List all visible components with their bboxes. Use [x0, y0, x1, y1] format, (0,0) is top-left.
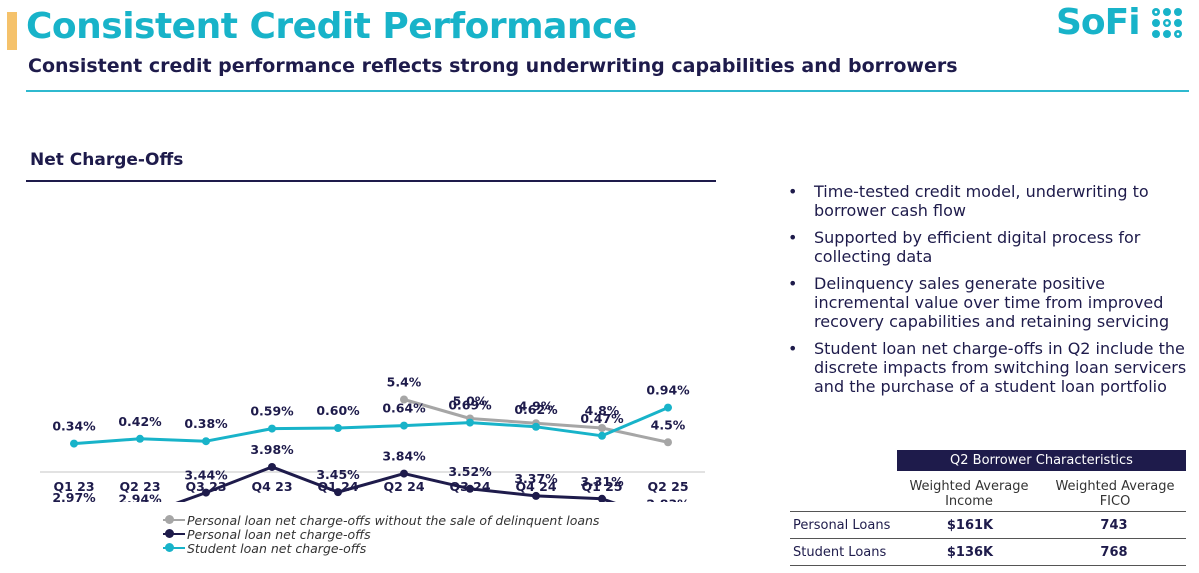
table-row-divider — [790, 538, 1186, 539]
data-point — [136, 434, 144, 443]
x-tick-label: Q3 23 — [185, 479, 226, 494]
data-point — [532, 422, 540, 431]
data-label: 0.42% — [118, 414, 162, 429]
row-income-student: $136K — [946, 545, 994, 560]
data-label: 4.8% — [585, 403, 620, 418]
x-tick-label: Q2 24 — [383, 479, 424, 494]
row-income-personal: $161K — [946, 518, 994, 533]
data-label: 4.9% — [519, 398, 554, 413]
data-label: 0.69% — [448, 398, 492, 413]
data-label: 3.98% — [250, 442, 294, 457]
logo-dots-icon — [1152, 8, 1182, 38]
data-point — [466, 418, 474, 427]
row-label-student: Student Loans — [793, 545, 887, 560]
row-fico-student: 768 — [1100, 545, 1128, 560]
data-label: 2.83% — [646, 497, 690, 502]
data-label: 3.37% — [514, 471, 558, 486]
data-point — [202, 437, 210, 446]
bullet-item: Student loan net charge-offs in Q2 inclu… — [788, 339, 1193, 396]
series-line-1 — [175, 465, 616, 502]
data-label: 0.38% — [184, 416, 228, 431]
data-label: 2.94% — [118, 491, 162, 502]
row-label-personal: Personal Loans — [793, 518, 891, 533]
data-label: 5.4% — [387, 375, 422, 390]
data-label: 0.47% — [580, 411, 624, 426]
x-tick-label: Q1 23 — [53, 479, 94, 494]
data-point — [400, 421, 408, 430]
table-row-divider — [790, 511, 1186, 512]
legend-label-gray: Personal loan net charge-offs without th… — [187, 512, 600, 528]
data-point — [334, 488, 342, 497]
legend-swatch-navy — [163, 529, 185, 539]
data-point — [202, 488, 210, 497]
data-label: 0.94% — [646, 383, 690, 398]
x-tick-label: Q4 24 — [515, 479, 556, 494]
data-label: 3.84% — [382, 449, 426, 464]
data-label: 0.34% — [52, 419, 96, 434]
data-label: 5.0% — [453, 394, 488, 409]
data-point — [598, 424, 606, 432]
data-label: 3.44% — [184, 468, 228, 483]
data-point — [532, 491, 540, 500]
data-label: 0.64% — [382, 401, 426, 416]
data-label: 2.97% — [52, 490, 96, 502]
data-point — [400, 395, 408, 404]
table-row-divider — [790, 565, 1186, 566]
x-tick-label: Q2 23 — [119, 479, 160, 494]
sofi-logo: SoFi — [1056, 2, 1188, 44]
data-point — [334, 424, 342, 432]
borrower-table-title: Q2 Borrower Characteristics — [897, 450, 1186, 471]
page-subtitle: Consistent credit performance reflects s… — [28, 55, 958, 77]
legend-label-teal: Student loan net charge-offs — [187, 540, 367, 556]
row-fico-personal: 743 — [1100, 518, 1128, 533]
data-point — [598, 431, 606, 440]
chart-legend: Personal loan net charge-offs without th… — [163, 512, 600, 556]
legend-item-gray: Personal loan net charge-offs without th… — [163, 512, 600, 528]
data-label: 0.59% — [250, 404, 294, 419]
data-label: 0.60% — [316, 403, 360, 418]
data-label: 3.45% — [316, 467, 360, 482]
logo-wordmark: SoFi — [1056, 2, 1141, 43]
data-point — [664, 438, 672, 447]
header-divider — [26, 90, 1189, 92]
bullet-item: Supported by efficient digital process f… — [788, 228, 1193, 266]
series-line-2 — [73, 406, 669, 446]
data-point — [400, 469, 408, 478]
data-label: 0.62% — [514, 402, 558, 417]
legend-label-navy: Personal loan net charge-offs — [187, 526, 371, 542]
data-point — [268, 462, 276, 471]
data-label: 3.52% — [448, 464, 492, 479]
col-head-fico: Weighted Average FICO — [1055, 479, 1175, 509]
data-point — [70, 439, 78, 448]
title-accent-bar — [7, 12, 17, 50]
data-point — [598, 494, 606, 502]
data-point — [466, 484, 474, 493]
page-title: Consistent Credit Performance — [26, 6, 637, 47]
data-label: 3.31% — [580, 474, 624, 489]
legend-item-teal: Student loan net charge-offs — [163, 540, 599, 556]
chart-section-divider — [26, 180, 716, 182]
legend-swatch-teal — [163, 543, 185, 553]
x-tick-label: Q4 23 — [251, 479, 292, 494]
bullet-item: Time-tested credit model, underwriting t… — [788, 182, 1193, 220]
col-head-income: Weighted Average Income — [909, 479, 1029, 509]
x-tick-label: Q1 25 — [581, 479, 622, 494]
key-points-list: Time-tested credit model, underwriting t… — [788, 182, 1193, 404]
legend-swatch-gray — [163, 515, 185, 525]
x-tick-label: Q2 25 — [647, 479, 688, 494]
data-point — [268, 424, 276, 433]
bullet-item: Delinquency sales generate positive incr… — [788, 274, 1193, 331]
legend-item-navy: Personal loan net charge-offs — [163, 526, 599, 542]
data-label: 4.5% — [651, 417, 686, 432]
net-charge-offs-chart: Q1 23 Q2 23 Q3 23 Q4 23 Q1 24 Q2 24 Q3 24 Q4 24… — [40, 375, 705, 502]
chart-section-title: Net Charge-Offs — [30, 150, 184, 170]
data-point — [664, 403, 672, 412]
